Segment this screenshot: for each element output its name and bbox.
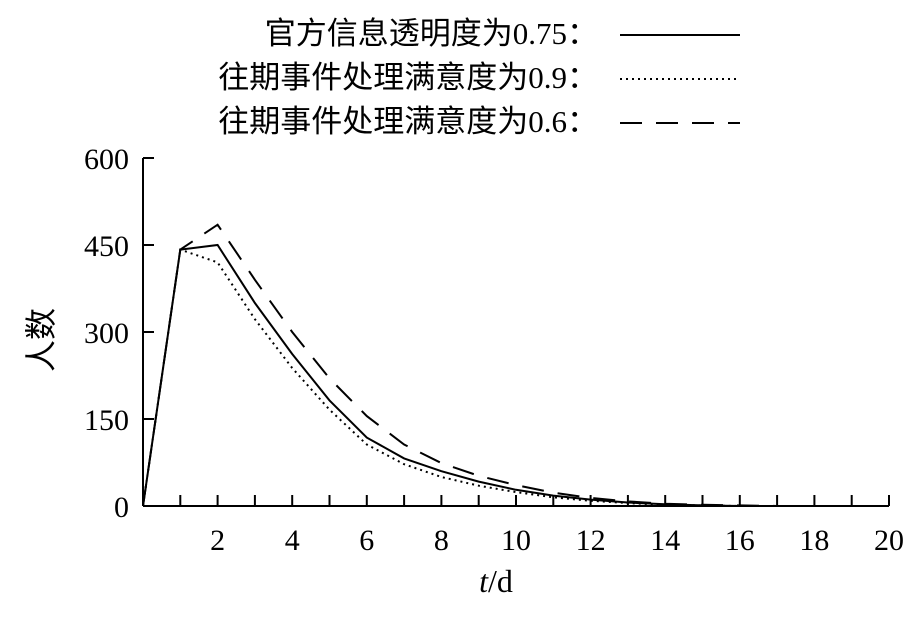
x-axis-title: t/d	[479, 563, 513, 599]
x-tick-label: 14	[650, 524, 680, 557]
x-tick-label: 18	[799, 524, 829, 557]
legend-label: 往期事件处理满意度为0.6：	[218, 104, 598, 139]
x-tick-label: 8	[434, 524, 449, 557]
legend: 官方信息透明度为0.75： 往期事件处理满意度为0.9： 往期事件处理满意度为0.6…	[218, 16, 740, 139]
legend-label: 往期事件处理满意度为0.9：	[218, 60, 598, 95]
series-line-solid	[142, 243, 889, 507]
y-tick-label: 0	[114, 491, 129, 524]
x-tick-label: 4	[285, 524, 300, 557]
labels: 2 4 6 8 10 12 14 16 18 20 0 150 300 450 600 t/d 人数	[23, 143, 904, 599]
x-tick-label: 20	[874, 524, 904, 557]
x-tick-label: 2	[210, 524, 225, 557]
y-tick-label: 150	[84, 404, 129, 437]
legend-label: 官方信息透明度为0.75：	[265, 16, 598, 51]
x-axis-variable: t	[479, 563, 489, 599]
axes	[142, 157, 890, 507]
series-line-dotted	[142, 248, 889, 507]
x-tick-label: 10	[501, 524, 531, 557]
x-tick-label: 6	[359, 524, 374, 557]
y-tick-label: 450	[84, 230, 129, 263]
x-axis-unit: /d	[488, 563, 513, 599]
y-tick-label: 300	[84, 317, 129, 350]
x-tick-label: 12	[576, 524, 606, 557]
x-tick-label: 16	[725, 524, 755, 557]
series-layer	[142, 223, 889, 507]
series-line-dashed	[142, 223, 889, 507]
y-axis-title: 人数	[23, 308, 59, 372]
y-tick-label: 600	[84, 143, 129, 176]
